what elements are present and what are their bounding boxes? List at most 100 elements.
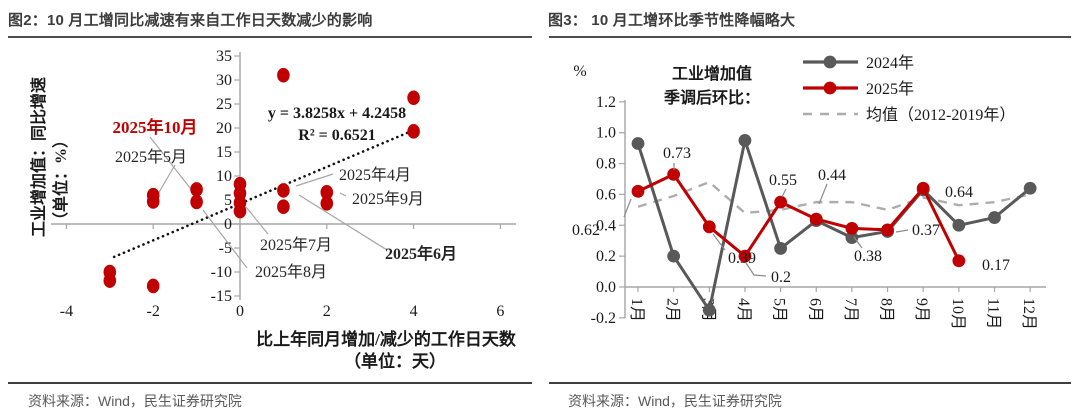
scatter-point: [146, 194, 160, 209]
value-label: 0.44: [818, 167, 846, 184]
series-marker-2025年: [774, 195, 787, 209]
legend-label: 2024年: [866, 54, 914, 72]
month-annotation-label: 2025年10月: [113, 117, 198, 137]
x-axis-tick-label: 2: [323, 303, 331, 320]
x-axis-title-unit: （单位：天）: [344, 351, 446, 371]
inner-chart-title: 季调后环比：: [663, 88, 760, 107]
trendline-equation: y = 3.8258x + 4.2458: [268, 105, 406, 122]
legend-label: 2025年: [866, 80, 914, 98]
y-axis-unit-label: %: [573, 63, 586, 80]
y-axis-title: 工业增加值：同比增速: [29, 77, 48, 237]
y-axis-tick-label: 0.6: [596, 186, 616, 203]
x-axis-month-label: 5月: [771, 298, 788, 322]
x-axis-month-label: 6月: [806, 298, 823, 322]
scatter-point: [277, 183, 290, 198]
series-line-2025年: [637, 172, 961, 262]
series-marker-2024年: [952, 218, 966, 232]
y-axis-tick-label: 0.0: [596, 279, 616, 296]
value-label: 0.17: [982, 257, 1010, 274]
value-label-leader: [623, 198, 632, 218]
annotation-leader-line: [339, 192, 347, 197]
x-axis-month-label: 8月: [878, 298, 895, 322]
value-label-leader: [818, 183, 828, 205]
value-label: 0.37: [912, 222, 940, 239]
series-marker-2025年: [952, 254, 966, 268]
series-marker-2024年: [702, 303, 716, 317]
series-line-均值（2012-2019年）: [637, 180, 1031, 215]
figure3-title: 图3： 10 月工增环比季节性降幅略大: [548, 12, 796, 29]
annotation-leader-line: [157, 164, 176, 195]
series-marker-2025年: [809, 212, 823, 226]
series-marker-2024年: [667, 249, 681, 263]
y-axis-tick-label: -0.2: [591, 310, 616, 327]
figure2-title-underline: [8, 36, 532, 38]
scatter-point: [320, 185, 334, 200]
x-axis-month-label: 7月: [842, 298, 859, 322]
scatter-point: [146, 278, 160, 294]
legend-marker-swatch: [823, 55, 837, 69]
value-label-leader: [712, 233, 726, 251]
scatter-point: [190, 182, 203, 197]
trendline-r-squared: R² = 0.6521: [298, 127, 375, 144]
scatter-point: [407, 124, 420, 139]
x-axis-month-label: 1月: [628, 298, 645, 322]
y-axis-tick-label: 0.2: [596, 248, 616, 265]
series-marker-2025年: [667, 167, 681, 181]
month-annotation-label: 2025年4月: [339, 166, 411, 184]
figure3-footer-rule: [549, 382, 1071, 384]
month-annotation-label: 2025年8月: [255, 263, 327, 281]
month-annotation-label: 2025年7月: [260, 236, 332, 254]
value-label: 0.2: [771, 269, 791, 286]
series-marker-2025年: [631, 184, 645, 198]
series-marker-2024年: [738, 134, 752, 147]
month-annotation-label: 2025年6月: [385, 244, 457, 263]
y-axis-tick-label: 0.8: [596, 156, 616, 173]
figure3-title-underline: [549, 36, 1071, 38]
value-label: 0.38: [854, 248, 882, 265]
y-axis-tick-label: 30: [216, 72, 232, 89]
figure3-panel: 图3： 10 月工增环比季节性降幅略大 1.2 1.0 0.8 0.6 0.4 0.2 0.…: [540, 0, 1080, 419]
x-axis-month-label: 11月: [985, 298, 1002, 329]
y-axis-tick-label: 25: [216, 96, 232, 113]
legend-label: 均值（2012-2019年）: [866, 106, 1015, 124]
annotation-leader-line: [295, 173, 334, 187]
y-axis-tick-label: 1.0: [596, 125, 616, 142]
series-marker-2025年: [738, 249, 752, 263]
scatter-point: [320, 196, 334, 211]
value-label: 0.55: [769, 172, 797, 189]
month-annotation-label: 2025年5月: [115, 148, 187, 166]
inner-chart-title: 工业增加值: [672, 64, 752, 83]
x-axis-tick-label: -4: [60, 303, 73, 320]
y-axis-tick-label: 35: [216, 48, 232, 65]
y-axis-tick-label: 5: [224, 192, 232, 209]
series-marker-2025年: [916, 181, 930, 195]
value-label-leader: [895, 229, 909, 233]
figure2-footer-rule: [8, 382, 532, 384]
annotation-leader-line: [245, 206, 269, 235]
figure3-line-chart: 1.21.00.80.60.40.20.0-0.21月2月3月4月5月6月7月8…: [572, 54, 1046, 330]
month-annotation-label: 2025年9月: [352, 190, 424, 208]
y-axis-tick-label: 1.2: [596, 94, 616, 111]
scatter-point: [190, 194, 203, 210]
annotation-leader-line: [202, 209, 248, 269]
y-axis-tick-label: -15: [211, 288, 232, 305]
series-marker-2024年: [845, 231, 859, 245]
series-marker-2024年: [631, 137, 645, 150]
x-axis-month-label: 10月: [949, 298, 966, 330]
x-axis-month-label: 2月: [664, 298, 681, 322]
value-label: 0.73: [663, 145, 691, 162]
y-axis-tick-label: 20: [216, 120, 232, 137]
series-marker-2024年: [774, 242, 787, 255]
scatter-point: [103, 273, 117, 288]
x-axis-month-label: 12月: [1020, 298, 1037, 330]
figure3-source: 资料来源：Wind，民生证券研究院: [568, 393, 782, 409]
scatter-point: [277, 67, 290, 83]
y-axis-tick-label: 15: [216, 144, 232, 161]
scatter-point: [277, 199, 290, 215]
series-marker-2025年: [702, 220, 716, 234]
series-marker-2025年: [881, 223, 894, 237]
series-marker-2025年: [845, 221, 859, 235]
series-marker-2024年: [988, 211, 1001, 224]
value-label: 0.39: [728, 250, 756, 267]
